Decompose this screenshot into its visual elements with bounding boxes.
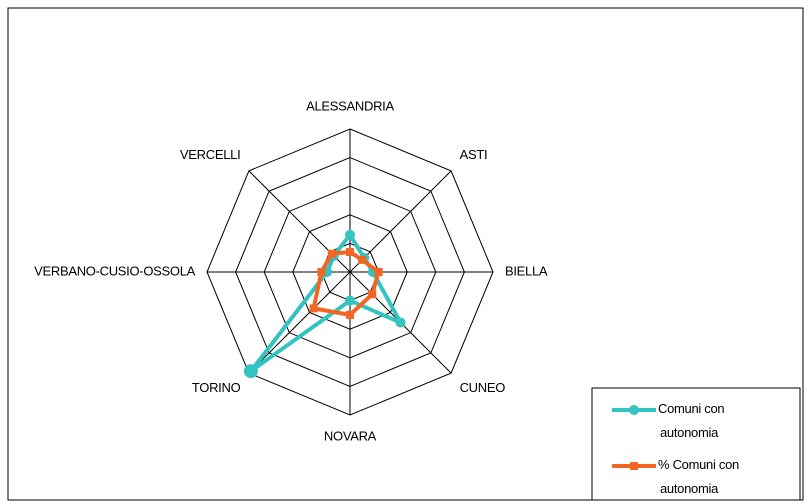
- data-point: [327, 249, 336, 258]
- data-point: [346, 247, 354, 256]
- category-label: ASTI: [460, 147, 488, 162]
- data-point: [395, 317, 406, 328]
- category-label: VERCELLI: [180, 147, 240, 162]
- category-label: BIELLA: [505, 263, 548, 278]
- legend-marker: [629, 405, 639, 415]
- legend-label: Comuni con autonomia: [658, 401, 724, 440]
- data-point: [346, 310, 354, 319]
- data-point: [345, 295, 355, 306]
- data-point: [243, 364, 258, 379]
- data-point: [345, 229, 355, 240]
- category-label: CUNEO: [460, 380, 506, 395]
- category-label: VERBANO-CUSIO-OSSOLA: [34, 263, 195, 278]
- legend-marker: [630, 462, 638, 470]
- data-point: [358, 255, 367, 264]
- data-point: [309, 304, 318, 313]
- data-point: [374, 268, 383, 276]
- legend-box: [591, 387, 801, 501]
- data-point: [368, 290, 377, 299]
- category-label: NOVARA: [324, 428, 377, 443]
- legend-label: % Comuni con autonomia: [658, 457, 739, 496]
- data-point: [317, 268, 326, 276]
- category-label: TORINO: [192, 380, 241, 395]
- legend: Comuni con autonomia % Comuni con autonomia: [612, 401, 739, 496]
- spoke: [248, 271, 351, 374]
- category-label: ALESSANDRIA: [306, 98, 394, 113]
- plot-area: ALESSANDRIA ASTI BIELLA CUNEO NOVARA TORINO VE…: [34, 98, 548, 443]
